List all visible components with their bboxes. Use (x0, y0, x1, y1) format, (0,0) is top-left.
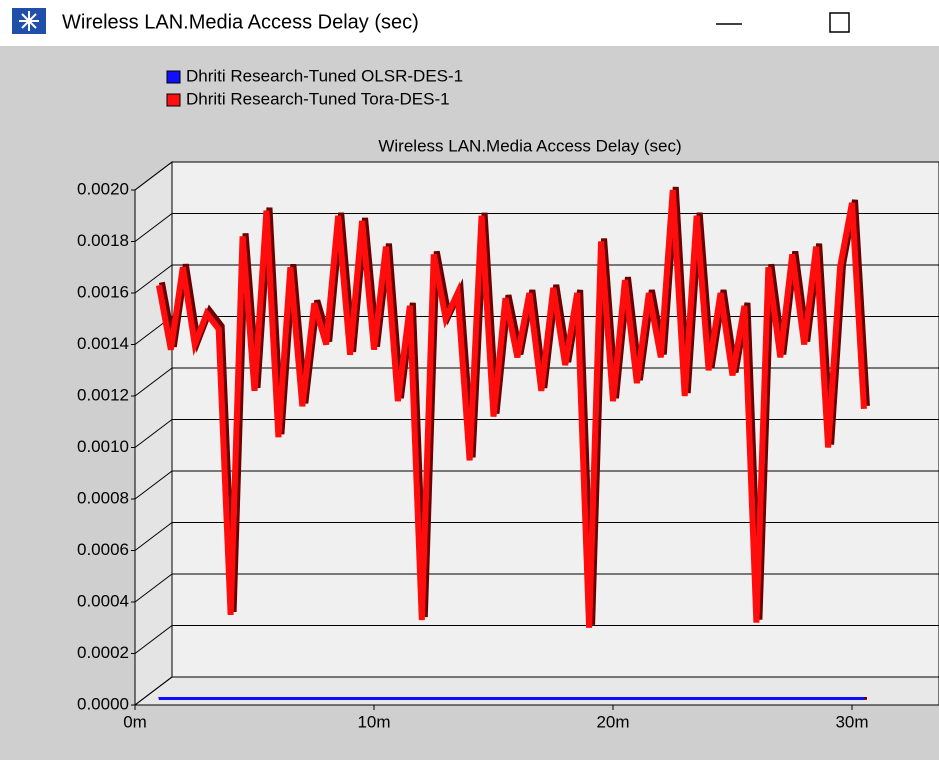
y-tick-label: 0.0006 (77, 540, 129, 559)
y-tick-label: 0.0004 (77, 591, 129, 610)
grid-line (134, 573, 173, 603)
legend-label: Dhriti Research-Tuned OLSR-DES-1 (186, 66, 463, 85)
grid-line (134, 522, 173, 551)
grid-line (134, 367, 173, 397)
legend-label: Dhriti Research-Tuned Tora-DES-1 (186, 89, 450, 108)
series-line (158, 694, 864, 703)
window-title: Wireless LAN.Media Access Delay (sec) (62, 11, 419, 33)
title-bar (0, 0, 939, 46)
y-tick-label: 0.0002 (77, 643, 129, 662)
grid-line (134, 625, 173, 654)
chart-title: Wireless LAN.Media Access Delay (sec) (378, 136, 681, 155)
y-tick-label: 0.0016 (77, 282, 129, 301)
grid-line (134, 676, 173, 706)
grid-line (134, 161, 173, 191)
y-tick-label: 0.0018 (77, 231, 129, 250)
grid-line (134, 419, 173, 448)
maximize-button[interactable] (829, 12, 850, 33)
legend-swatch (166, 70, 181, 84)
y-tick-label: 0.0008 (77, 488, 129, 507)
x-tick-label: 10m (357, 712, 390, 731)
series-line (155, 189, 867, 628)
y-tick-label: 0.0014 (77, 334, 129, 353)
y-tick-label: 0.0010 (77, 437, 129, 456)
grid-line (134, 264, 173, 294)
grid-line (134, 213, 173, 242)
x-tick-label: 20m (596, 712, 629, 731)
app-icon-glyph (19, 11, 39, 31)
y-tick-label: 0.0020 (77, 179, 129, 198)
y-tick-label: 0.0000 (77, 694, 129, 713)
x-tick-label: 0m (123, 712, 147, 731)
grid-line (134, 470, 173, 500)
x-tick-label: 30m (835, 712, 868, 731)
y-tick-label: 0.0012 (77, 385, 129, 404)
legend-swatch (166, 93, 181, 107)
